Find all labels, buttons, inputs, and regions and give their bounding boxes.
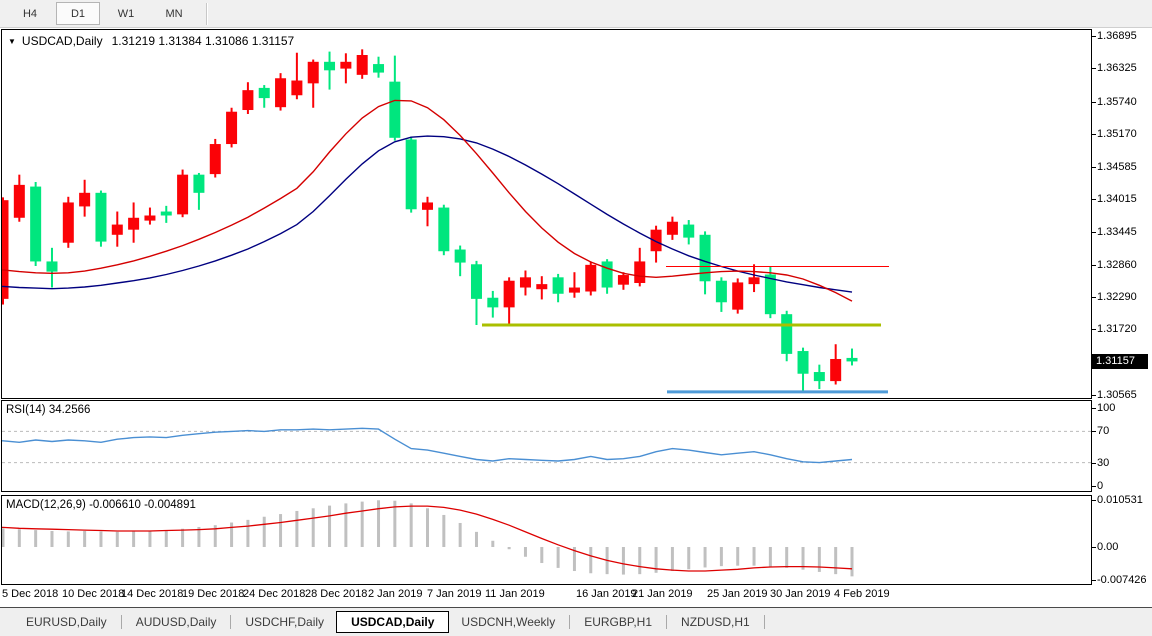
tab-separator <box>120 615 122 629</box>
collapse-icon[interactable]: ▼ <box>8 36 16 46</box>
price-tick: 1.32860 <box>1092 258 1137 271</box>
tab-separator <box>569 615 571 629</box>
timeframe-button-h4[interactable]: H4 <box>22 7 38 20</box>
rsi-panel[interactable] <box>1 400 1092 492</box>
price-tick: 1.34585 <box>1092 161 1137 173</box>
price-tick: 1.35740 <box>1092 95 1137 108</box>
date-tick: 25 Jan 2019 <box>707 588 768 600</box>
date-tick: 16 Jan 2019 <box>576 588 637 600</box>
tab-usdcad-daily[interactable]: USDCAD,Daily <box>336 611 450 633</box>
tab-audusd-daily[interactable]: AUDUSD,Daily <box>135 615 217 629</box>
toolbar-separator <box>206 2 208 25</box>
date-tick: 7 Jan 2019 <box>427 588 482 600</box>
tab-eurgbp-h1[interactable]: EURGBP,H1 <box>584 615 653 629</box>
timeframe-toolbar: H4 D1 W1 MN <box>0 0 1152 28</box>
date-tick: 19 Dec 2018 <box>182 588 245 600</box>
rsi-tick: 70 <box>1091 425 1110 438</box>
tab-separator <box>230 615 232 629</box>
date-axis: 5 Dec 2018 10 Dec 2018 14 Dec 2018 19 Dec 2… <box>0 588 1092 604</box>
tab-separator <box>763 615 765 629</box>
date-tick: 24 Dec 2018 <box>243 588 306 600</box>
date-tick: 21 Jan 2019 <box>632 588 693 600</box>
price-tick: 1.30565 <box>1092 389 1137 401</box>
price-tick: 1.35170 <box>1092 127 1137 140</box>
date-tick: 28 Dec 2018 <box>305 588 368 600</box>
timeframe-button-w1[interactable]: W1 <box>117 7 135 20</box>
price-tick: 1.36895 <box>1092 30 1137 42</box>
main-chart-panel[interactable] <box>1 29 1092 399</box>
price-tick: 1.34015 <box>1092 193 1137 206</box>
price-tick: 1.32290 <box>1092 291 1137 304</box>
price-tick: 1.33445 <box>1092 225 1137 238</box>
rsi-tick: 100 <box>1091 402 1116 414</box>
symbol-label: USDCAD,Daily <box>21 34 103 48</box>
date-tick: 4 Feb 2019 <box>834 588 890 600</box>
tab-usdchf-daily[interactable]: USDCHF,Daily <box>245 615 325 629</box>
tab-separator <box>666 615 668 629</box>
tab-nzdusd-h1[interactable]: NZDUSD,H1 <box>681 615 750 629</box>
date-tick: 14 Dec 2018 <box>121 588 184 600</box>
symbol-tabbar: EURUSD,Daily AUDUSD,Daily USDCHF,Daily USDC… <box>0 607 1152 636</box>
date-tick: 2 Jan 2019 <box>368 588 423 600</box>
price-tick: 1.31720 <box>1092 323 1137 336</box>
timeframe-buttons: H4 D1 W1 MN <box>8 2 200 25</box>
tab-eurusd-daily[interactable]: EURUSD,Daily <box>26 615 107 629</box>
date-tick: 30 Jan 2019 <box>770 588 831 600</box>
timeframe-button-mn[interactable]: MN <box>165 7 183 20</box>
current-price-tag: 1.31157 <box>1092 354 1148 370</box>
price-axis: 1.36895 1.36325 1.35740 1.35170 1.34585 1.340… <box>1091 0 1152 610</box>
date-tick: 10 Dec 2018 <box>62 588 125 600</box>
tab-usdcnh-weekly[interactable]: USDCNH,Weekly <box>461 615 556 629</box>
macd-label: MACD(12,26,9) -0.006610 -0.004891 <box>6 499 196 511</box>
rsi-tick: 0 <box>1091 480 1104 492</box>
date-tick: 11 Jan 2019 <box>485 588 545 600</box>
chart-title: ▼ USDCAD,Daily 1.31219 1.31384 1.31086 1… <box>8 34 294 48</box>
ohlc-values: 1.31219 1.31384 1.31086 1.31157 <box>111 34 295 48</box>
price-tick: 1.36325 <box>1092 62 1137 75</box>
macd-tick: 0.00 <box>1091 541 1119 553</box>
rsi-tick: 30 <box>1091 456 1110 469</box>
timeframe-button-d1[interactable]: D1 <box>56 2 100 25</box>
rsi-label: RSI(14) 34.2566 <box>6 404 91 416</box>
macd-tick: 0.010531 <box>1092 494 1143 507</box>
macd-tick: -0.007426 <box>1092 574 1147 587</box>
date-tick: 5 Dec 2018 <box>2 588 59 600</box>
